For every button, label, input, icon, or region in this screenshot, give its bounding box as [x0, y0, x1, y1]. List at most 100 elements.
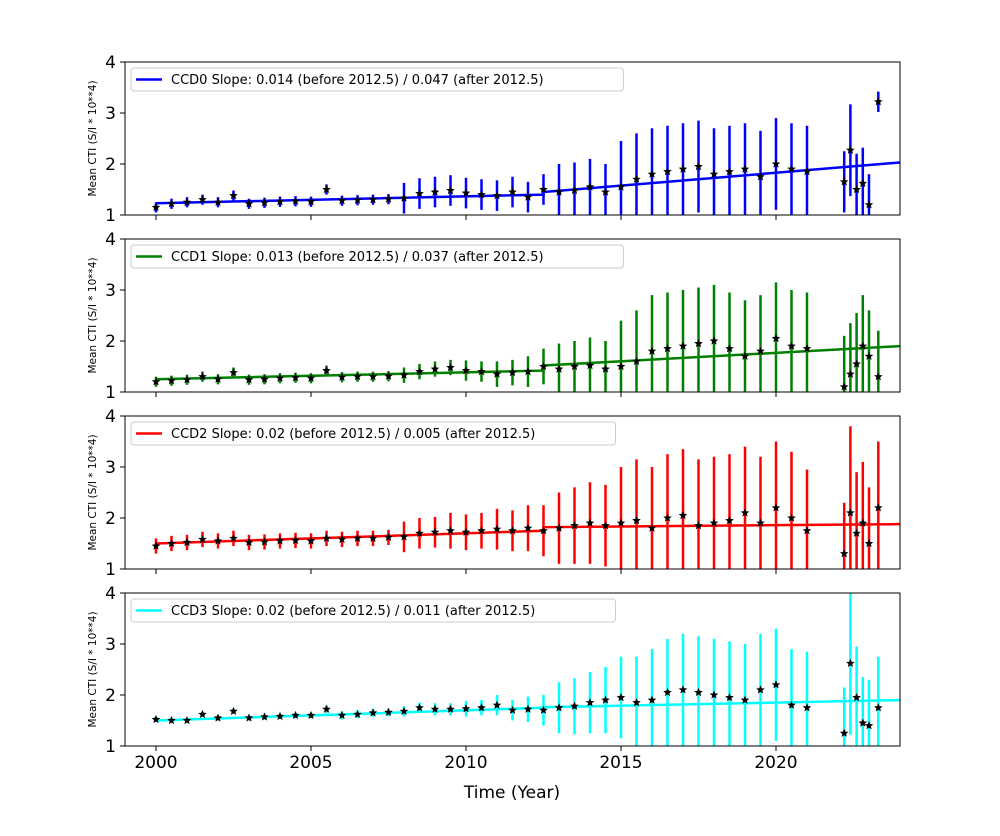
data-point	[492, 369, 502, 378]
y-tick-label: 4	[105, 230, 116, 250]
data-point	[554, 523, 564, 532]
data-point	[198, 195, 207, 204]
data-point	[554, 703, 564, 712]
data-point	[874, 503, 883, 512]
data-point	[858, 718, 868, 727]
data-point	[852, 528, 861, 537]
data-point	[198, 709, 207, 718]
data-point	[601, 187, 610, 196]
y-axis-label: Mean CTI (S/I * 10**4)	[87, 80, 99, 196]
data-point	[213, 536, 223, 545]
data-point	[846, 369, 855, 378]
plot-area	[151, 426, 900, 569]
data-point	[151, 377, 161, 386]
data-point	[353, 709, 362, 718]
data-point	[678, 341, 688, 350]
data-point	[539, 362, 548, 371]
data-point	[182, 538, 192, 547]
data-point	[740, 164, 750, 173]
data-point	[740, 508, 750, 517]
data-point	[771, 333, 781, 343]
data-point	[523, 192, 533, 201]
data-point	[368, 533, 378, 542]
data-point	[709, 690, 719, 699]
y-tick-label: 2	[105, 155, 116, 175]
data-point	[585, 182, 595, 191]
data-point	[167, 716, 176, 725]
data-point	[461, 527, 471, 536]
legend-label: CCD0 Slope: 0.014 (before 2012.5) / 0.04…	[171, 73, 544, 88]
data-point	[694, 521, 703, 530]
axes-frame	[124, 61, 901, 216]
data-point	[167, 376, 176, 385]
data-point	[725, 516, 734, 525]
axes-frame	[124, 238, 901, 393]
data-point	[858, 178, 868, 187]
data-point	[260, 712, 269, 721]
y-axis-label: Mean CTI (S/I * 10**4)	[87, 611, 99, 727]
x-tick-label: 2000	[134, 753, 177, 773]
data-point	[461, 704, 471, 713]
data-point	[802, 344, 812, 353]
data-point	[678, 511, 688, 520]
data-point	[167, 539, 176, 548]
x-tick-label: 2020	[754, 753, 797, 773]
y-tick-label: 4	[105, 584, 116, 604]
y-tick-label: 3	[105, 635, 116, 655]
data-point	[678, 685, 688, 694]
data-point	[244, 375, 254, 384]
y-tick-label: 1	[105, 560, 116, 580]
y-tick-label: 1	[105, 383, 116, 403]
data-point	[368, 708, 378, 717]
y-tick-label: 2	[105, 332, 116, 352]
data-point	[430, 187, 440, 196]
data-point	[846, 508, 855, 517]
data-point	[337, 534, 347, 544]
data-point	[213, 374, 223, 383]
data-point	[492, 524, 502, 533]
data-point	[725, 693, 734, 702]
legend: CCD2 Slope: 0.02 (before 2012.5) / 0.005…	[130, 421, 616, 446]
legend: CCD0 Slope: 0.014 (before 2012.5) / 0.04…	[130, 67, 624, 92]
data-point	[151, 541, 161, 550]
legend-label: CCD1 Slope: 0.013 (before 2012.5) / 0.03…	[171, 250, 544, 265]
data-point	[260, 198, 269, 207]
data-point	[616, 182, 626, 191]
data-point	[275, 536, 285, 545]
data-point	[213, 713, 223, 722]
data-point	[864, 539, 874, 548]
y-tick-label: 3	[105, 104, 116, 124]
data-point	[874, 703, 883, 712]
data-point	[523, 367, 533, 376]
data-point	[306, 197, 316, 206]
data-point	[198, 534, 207, 544]
data-point	[182, 716, 192, 725]
panel-ccd3: 1 2 3 4 2000 2005 2010 2015 2020 Mean CTI (S/I * …	[87, 584, 901, 773]
x-tick-label: 2015	[599, 753, 642, 773]
data-point	[260, 537, 269, 546]
legend-box	[130, 244, 624, 269]
y-tick-label: 4	[105, 53, 116, 73]
data-point	[632, 356, 641, 365]
data-point	[601, 521, 610, 530]
legend-box	[130, 421, 616, 446]
data-point	[151, 202, 161, 211]
data-point	[291, 196, 300, 205]
y-tick-label: 2	[105, 686, 116, 706]
data-point	[477, 703, 486, 712]
data-point	[399, 370, 409, 379]
data-point	[802, 167, 812, 176]
data-point	[616, 362, 626, 371]
data-point	[322, 704, 331, 713]
data-point	[306, 710, 316, 719]
data-point	[616, 518, 626, 527]
data-point	[852, 185, 861, 194]
data-point	[353, 372, 362, 381]
y-axis-label: Mean CTI (S/I * 10**4)	[87, 434, 99, 550]
data-point	[508, 368, 517, 377]
x-axis-label: Time (Year)	[463, 783, 560, 803]
data-point	[663, 688, 672, 697]
data-point	[632, 698, 641, 707]
data-point	[846, 145, 855, 154]
data-point	[461, 366, 471, 375]
